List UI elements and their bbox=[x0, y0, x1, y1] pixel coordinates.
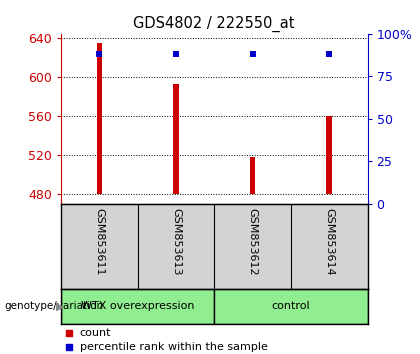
Text: GSM853614: GSM853614 bbox=[324, 208, 334, 275]
Text: WTX overexpression: WTX overexpression bbox=[81, 301, 194, 311]
Bar bbox=[61, 289, 214, 324]
Text: GSM853611: GSM853611 bbox=[94, 208, 104, 275]
Text: control: control bbox=[272, 301, 310, 311]
Bar bbox=[250, 157, 255, 194]
Text: GSM853612: GSM853612 bbox=[247, 208, 257, 275]
Title: GDS4802 / 222550_at: GDS4802 / 222550_at bbox=[134, 16, 295, 32]
Text: genotype/variation: genotype/variation bbox=[4, 301, 103, 311]
Text: count: count bbox=[80, 329, 111, 338]
Bar bbox=[173, 84, 178, 194]
Bar bbox=[214, 289, 368, 324]
Text: percentile rank within the sample: percentile rank within the sample bbox=[80, 342, 268, 352]
Bar bbox=[97, 43, 102, 194]
Text: GSM853613: GSM853613 bbox=[171, 208, 181, 275]
Text: ▶: ▶ bbox=[56, 301, 64, 311]
Bar bbox=[326, 116, 332, 194]
